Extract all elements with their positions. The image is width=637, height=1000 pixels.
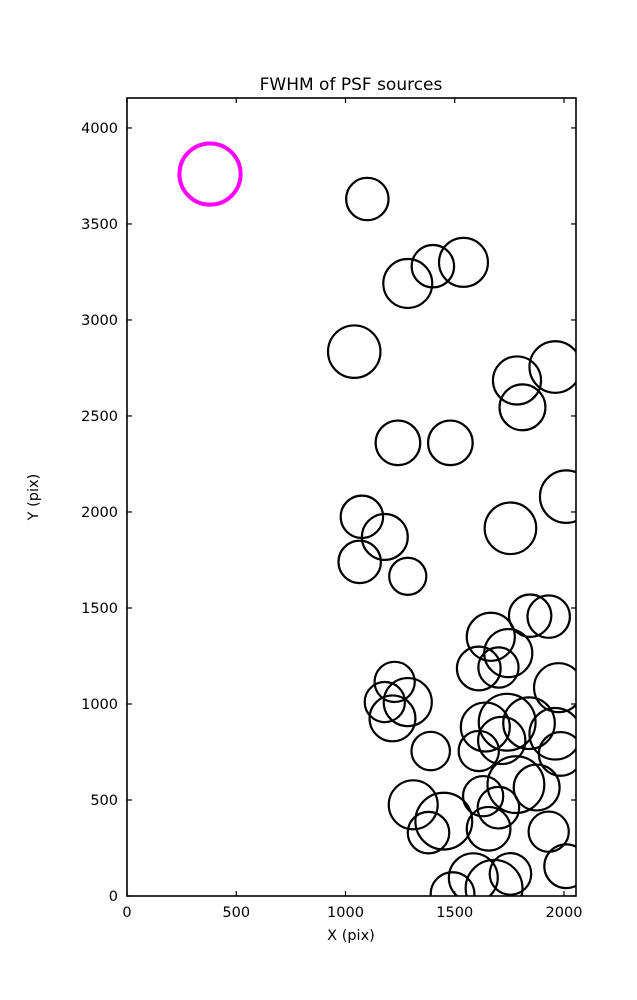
data-point-circle	[388, 556, 428, 596]
x-axis-label: X (pix)	[327, 928, 375, 944]
data-point-circle	[368, 694, 417, 743]
x-axis-tick-labels: 0 500 1000 1500 2000	[122, 905, 582, 921]
data-point-circle	[507, 593, 553, 638]
data-point-circle	[477, 646, 520, 689]
y-axis-tick-labels: 0 500 1000 1500 2000 2500 3000 3500 4000	[81, 121, 118, 905]
data-point-circle	[406, 810, 451, 855]
reference-circle	[177, 141, 243, 207]
data-point-circle	[447, 852, 499, 896]
data-point-circle	[464, 858, 524, 896]
data-point-circle	[337, 539, 382, 585]
data-point-circle	[382, 257, 434, 310]
data-point-circle	[326, 324, 382, 379]
x-tick-label: 1000	[327, 905, 364, 921]
x-tick-label: 1500	[436, 905, 473, 921]
y-tick-label: 2500	[81, 409, 118, 425]
x-tick-label: 0	[122, 905, 131, 921]
y-tick-label: 1500	[81, 601, 118, 617]
x-tick-label: 500	[222, 905, 250, 921]
data-point-circle	[410, 243, 456, 289]
data-point-circle	[477, 715, 527, 766]
x-tick-label: 2000	[546, 905, 583, 921]
y-axis-label: Y (pix)	[26, 474, 42, 522]
data-point-circle	[512, 763, 561, 812]
data-point-circle	[465, 805, 512, 852]
data-point-circle	[345, 176, 390, 222]
data-point-circle	[457, 729, 500, 773]
data-point-circle	[414, 791, 474, 851]
data-point-circle	[387, 779, 439, 831]
y-tick-label: 2000	[81, 505, 118, 521]
data-point-circle	[465, 611, 516, 662]
data-markers	[326, 176, 576, 896]
data-point-circle	[410, 730, 452, 772]
y-tick-label: 4000	[81, 121, 118, 137]
data-point-circle	[461, 774, 505, 818]
data-point-circle	[528, 340, 576, 394]
data-point-circle	[374, 419, 422, 467]
data-point-circle	[483, 501, 538, 556]
data-point-circle	[382, 676, 433, 728]
data-point-circle	[360, 512, 409, 561]
data-point-circle	[543, 843, 576, 890]
data-point-circle	[476, 785, 521, 830]
y-tick-label: 3500	[81, 217, 118, 233]
data-point-circle	[363, 680, 407, 724]
axes-frame	[126, 97, 577, 897]
data-point-circle	[526, 594, 571, 639]
y-tick-label: 0	[109, 889, 118, 905]
data-point-circle	[532, 662, 576, 714]
data-point-circle	[538, 469, 576, 524]
y-tick-label: 1000	[81, 697, 118, 713]
y-tick-label: 3000	[81, 313, 118, 329]
data-point-circle	[455, 645, 502, 692]
data-point-circle	[537, 730, 576, 777]
data-point-circle	[486, 755, 546, 815]
data-point-circle	[426, 419, 474, 467]
data-point-circle	[498, 383, 547, 432]
data-point-circle	[502, 696, 556, 751]
data-point-circle	[488, 852, 533, 896]
data-point-circle	[429, 871, 476, 896]
data-point-circle	[491, 355, 543, 406]
axes-background	[127, 98, 576, 896]
data-point-circle	[477, 692, 537, 752]
y-tick-label: 500	[90, 793, 118, 809]
reference-marker-magenta	[177, 141, 243, 207]
page-title: FWHM of PSF sources	[260, 75, 443, 95]
data-point-circle	[437, 236, 490, 288]
data-point-circle	[373, 660, 416, 704]
data-point-circle	[528, 706, 576, 761]
